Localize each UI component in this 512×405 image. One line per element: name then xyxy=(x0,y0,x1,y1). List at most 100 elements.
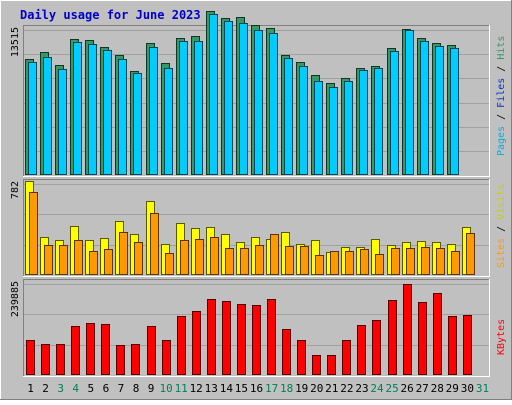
bar-sites-day-15 xyxy=(240,248,249,275)
bar-pages-day-10 xyxy=(164,68,173,175)
y-axis-max-label-traffic: 13515 xyxy=(10,27,21,57)
panel-kbytes: 239885 KBytes xyxy=(10,279,507,377)
bar-kbytes-day-29 xyxy=(448,316,457,375)
x-tick-label-day-18: 18 xyxy=(280,382,293,395)
bar-kbytes-day-13 xyxy=(207,299,216,375)
legend-entry-kbytes: KBytes xyxy=(496,319,507,355)
bar-pages-day-14 xyxy=(224,21,233,175)
bar-pages-day-8 xyxy=(133,73,142,175)
chart-panels: 13515 Pages / Files / Hits 782 Sites / Visi… xyxy=(10,11,507,377)
x-tick-label-day-22: 22 xyxy=(340,382,353,395)
x-tick-label-day-5: 5 xyxy=(87,382,94,395)
x-tick-label-day-26: 26 xyxy=(400,382,413,395)
x-tick-label-day-16: 16 xyxy=(250,382,263,395)
x-tick-label-day-19: 19 xyxy=(295,382,308,395)
bar-sites-day-27 xyxy=(421,247,430,275)
bar-kbytes-day-2 xyxy=(41,344,50,375)
bar-pages-day-16 xyxy=(254,30,263,175)
x-tick-label-day-10: 10 xyxy=(159,382,172,395)
bar-sites-day-1 xyxy=(29,192,38,275)
bar-sites-day-14 xyxy=(225,248,234,275)
bar-pages-day-25 xyxy=(390,51,399,175)
bar-pages-day-17 xyxy=(269,33,278,175)
bar-kbytes-day-23 xyxy=(357,325,366,375)
bar-sites-day-16 xyxy=(255,245,264,275)
x-tick-label-day-24: 24 xyxy=(370,382,384,395)
x-tick-label-day-21: 21 xyxy=(325,382,338,395)
bar-kbytes-day-6 xyxy=(101,324,110,375)
x-tick-label-day-31: 31 xyxy=(476,382,489,395)
x-tick-label-day-1: 1 xyxy=(27,382,34,395)
legend-entry-files: Files xyxy=(496,78,507,108)
bar-sites-day-7 xyxy=(119,232,128,275)
bar-pages-day-4 xyxy=(73,42,82,175)
bar-kbytes-day-26 xyxy=(403,284,412,375)
legend-separator: / xyxy=(496,60,507,78)
bar-pages-day-7 xyxy=(118,59,127,175)
bar-pages-day-1 xyxy=(28,62,37,175)
panel-traffic: 13515 Pages / Files / Hits xyxy=(10,11,507,177)
x-tick-label-day-7: 7 xyxy=(118,382,125,395)
bar-pages-day-23 xyxy=(359,70,368,175)
bar-kbytes-day-3 xyxy=(56,344,65,375)
bar-sites-day-25 xyxy=(391,248,400,275)
x-tick-label-day-29: 29 xyxy=(446,382,459,395)
bar-sites-day-12 xyxy=(195,239,204,275)
x-tick-label-day-25: 25 xyxy=(385,382,398,395)
bar-sites-day-8 xyxy=(134,242,143,275)
bar-pages-day-2 xyxy=(43,57,52,175)
legend-label-visitors: Sites / Visits xyxy=(496,184,507,268)
bar-pages-day-22 xyxy=(344,81,353,175)
bar-sites-day-5 xyxy=(89,251,98,275)
bar-sites-day-13 xyxy=(210,237,219,275)
bar-kbytes-day-15 xyxy=(237,304,246,375)
panel-visitors: 782 Sites / Visits xyxy=(10,179,507,277)
legend-label-kbytes: KBytes xyxy=(496,319,507,355)
y-axis-max-label-kbytes: 239885 xyxy=(10,281,21,317)
bar-pages-day-6 xyxy=(103,50,112,175)
bar-kbytes-day-30 xyxy=(463,315,472,375)
bar-sites-day-21 xyxy=(330,251,339,275)
bar-sites-day-28 xyxy=(436,248,445,275)
bar-kbytes-day-21 xyxy=(327,355,336,375)
x-tick-label-day-30: 30 xyxy=(461,382,474,395)
x-tick-label-day-4: 4 xyxy=(72,382,79,395)
bar-sites-day-20 xyxy=(315,255,324,275)
bar-pages-day-20 xyxy=(314,81,323,175)
x-tick-label-day-12: 12 xyxy=(190,382,203,395)
x-tick-label-day-15: 15 xyxy=(235,382,248,395)
bar-kbytes-day-8 xyxy=(131,344,140,375)
x-tick-label-day-20: 20 xyxy=(310,382,323,395)
bar-kbytes-day-25 xyxy=(388,300,397,375)
x-tick-label-day-28: 28 xyxy=(431,382,444,395)
bar-sites-day-17 xyxy=(270,234,279,275)
bar-kbytes-day-4 xyxy=(71,326,80,375)
bar-kbytes-day-9 xyxy=(147,326,156,375)
bar-kbytes-day-7 xyxy=(116,345,125,375)
x-tick-label-day-8: 8 xyxy=(133,382,140,395)
bar-sites-day-11 xyxy=(180,240,189,275)
bar-kbytes-day-17 xyxy=(267,299,276,375)
bar-pages-day-3 xyxy=(58,69,67,175)
bar-sites-day-30 xyxy=(466,233,475,275)
bar-kbytes-day-1 xyxy=(26,340,35,375)
bar-kbytes-day-22 xyxy=(342,340,351,375)
bar-sites-day-26 xyxy=(406,248,415,275)
series-sites xyxy=(29,192,475,275)
legend-entry-sites: Sites xyxy=(496,238,507,268)
legend-entry-pages: Pages xyxy=(496,126,507,156)
bar-pages-day-13 xyxy=(209,14,218,175)
bar-sites-day-29 xyxy=(451,251,460,275)
legend-entry-visits: Visits xyxy=(496,184,507,220)
x-tick-label-day-13: 13 xyxy=(205,382,218,395)
bar-sites-day-19 xyxy=(300,246,309,275)
series-pages xyxy=(28,14,459,175)
x-tick-label-day-6: 6 xyxy=(103,382,110,395)
bar-pages-day-24 xyxy=(374,68,383,175)
bar-kbytes-day-20 xyxy=(312,355,321,375)
bar-pages-day-9 xyxy=(149,47,158,175)
bar-kbytes-day-19 xyxy=(297,340,306,375)
bar-pages-day-11 xyxy=(179,41,188,175)
bar-pages-day-21 xyxy=(329,87,338,175)
bar-kbytes-day-28 xyxy=(433,293,442,375)
